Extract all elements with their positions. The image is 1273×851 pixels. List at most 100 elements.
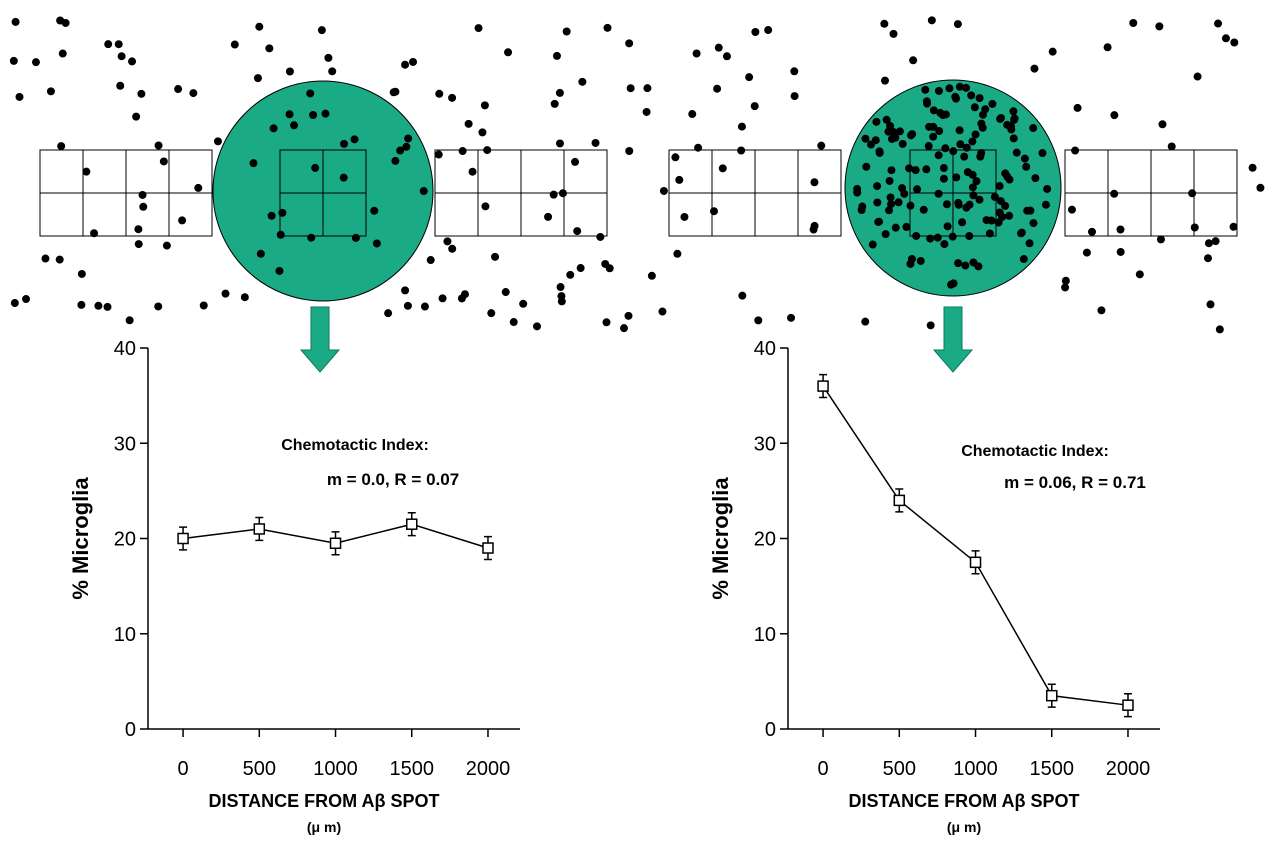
cell-dot: [221, 289, 230, 298]
grid-box: [797, 149, 842, 194]
cell-dot: [309, 111, 318, 120]
cell-dot: [114, 40, 123, 49]
cell-dot: [1029, 219, 1038, 228]
cell-dot: [962, 143, 971, 152]
grid-box: [797, 192, 842, 237]
cell-dot: [10, 299, 19, 308]
cell-dot: [552, 51, 561, 60]
data-point: [817, 380, 829, 392]
cell-dot: [881, 230, 890, 239]
cell-dot: [290, 121, 299, 130]
data-point: [1046, 689, 1058, 702]
data-line: [822, 385, 1129, 706]
cell-dot: [31, 58, 40, 67]
cell-dot: [861, 317, 870, 326]
grid-box: [520, 149, 565, 194]
cell-dot: [557, 297, 566, 306]
cell-dot: [1214, 19, 1223, 28]
cell-dot: [995, 182, 1004, 191]
arrow: [299, 306, 341, 373]
cell-dot: [1082, 248, 1091, 257]
grid-box: [39, 149, 84, 194]
cell-dot: [873, 182, 882, 191]
cell-dot: [194, 183, 203, 192]
cell-dot: [981, 105, 990, 114]
cell-dot: [1001, 201, 1010, 210]
cell-dot: [714, 43, 723, 52]
cell-dot: [1188, 189, 1197, 198]
cell-dot: [675, 175, 684, 184]
cell-dot: [907, 131, 916, 140]
cell-dot: [483, 146, 492, 155]
cell-dot: [317, 26, 326, 35]
cell-dot: [857, 205, 866, 214]
y-axis-label: % Microglia: [68, 477, 93, 600]
cell-dot: [694, 143, 703, 152]
cell-dot: [372, 239, 381, 248]
cell-dot: [1256, 183, 1265, 192]
cell-dot: [868, 240, 877, 249]
cell-dot: [977, 119, 986, 128]
cell-dot: [853, 188, 862, 197]
cell-dot: [576, 264, 585, 273]
cell-dot: [939, 174, 948, 183]
cell-dot: [997, 113, 1006, 122]
grid-box: [1064, 192, 1109, 237]
cell-dot: [912, 231, 921, 240]
y-tick-label: 40: [754, 338, 776, 360]
cell-dot: [1116, 225, 1125, 234]
cell-dot: [1038, 149, 1047, 158]
y-tick-label: 0: [125, 719, 136, 741]
cell-dot: [642, 107, 651, 116]
cell-dot: [1211, 237, 1220, 246]
cell-dot: [985, 229, 994, 238]
cell-dot: [1229, 222, 1238, 231]
cell-dot: [464, 119, 473, 128]
cell-dot: [969, 258, 978, 267]
y-tick-label: 20: [114, 529, 136, 551]
cell-dot: [1203, 254, 1212, 263]
cell-dot: [954, 259, 963, 268]
cell-dot: [1041, 200, 1050, 209]
cell-dot: [159, 157, 168, 166]
cell-dot: [154, 141, 163, 150]
cell-dot: [968, 183, 977, 192]
cell-dot: [1230, 38, 1239, 47]
cell-dot: [745, 73, 754, 82]
cell-dot: [1116, 247, 1125, 256]
cell-dot: [1009, 107, 1018, 116]
cell-dot: [1215, 325, 1224, 334]
cell-dot: [960, 152, 969, 161]
cell-dot: [951, 92, 960, 101]
chart: 0 10 20 30 40 0 500 1000 1500 2000 % Microglia DIST…: [708, 338, 1160, 835]
cell-dot: [61, 18, 70, 27]
grid-box: [668, 192, 713, 237]
cell-dot: [885, 176, 894, 185]
cell-dot: [963, 168, 972, 177]
cell-dot: [1067, 205, 1076, 214]
cell-dot: [738, 291, 747, 300]
cell-dot: [544, 212, 553, 221]
grid-box: [1107, 149, 1152, 194]
x-tick-label: 0: [818, 758, 829, 780]
cell-dot: [253, 74, 262, 83]
cell-dot: [566, 270, 575, 279]
cell-dot: [1248, 163, 1257, 172]
cell-dot: [971, 130, 980, 139]
cell-dot: [1031, 174, 1040, 183]
cell-dot: [1043, 184, 1052, 193]
cell-dot: [138, 190, 147, 199]
cell-dot: [713, 84, 722, 93]
cell-dot: [924, 142, 933, 151]
cell-dot: [41, 254, 50, 263]
cell-dot: [117, 52, 126, 61]
cell-dot: [22, 295, 31, 304]
cell-dot: [134, 240, 143, 249]
cell-dot: [435, 89, 444, 98]
cell-dot: [962, 203, 971, 212]
cell-dot: [907, 254, 916, 263]
cell-dot: [619, 324, 628, 333]
cell-dot: [134, 225, 143, 234]
cell-dot: [709, 207, 718, 216]
x-tick-label: 1000: [953, 758, 998, 780]
